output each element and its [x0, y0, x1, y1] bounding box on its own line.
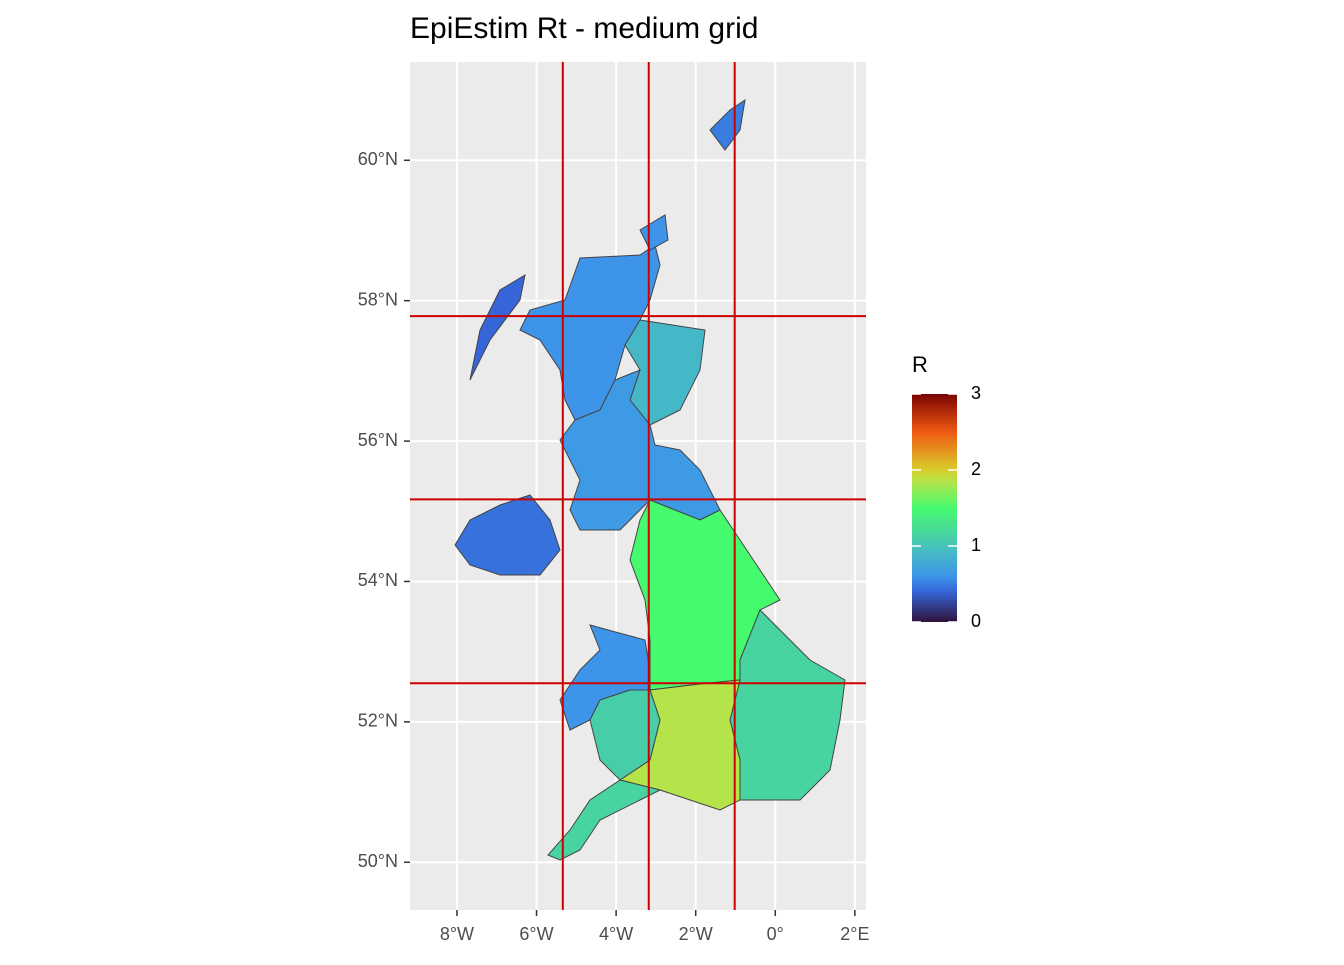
- y-tick-label: 58°N: [358, 289, 398, 309]
- chart-title: EpiEstim Rt - medium grid: [410, 12, 758, 45]
- region: [454, 494, 561, 576]
- x-tick-label: 2°E: [840, 924, 869, 944]
- region: [589, 689, 661, 781]
- legend-tick-label: 3: [971, 383, 981, 403]
- region: [547, 779, 662, 861]
- region: [709, 98, 746, 151]
- map: [454, 98, 846, 861]
- x-tick-label: 2°W: [679, 924, 713, 944]
- legend-tick-label: 0: [971, 611, 981, 631]
- region: [469, 273, 526, 381]
- x-tick-label: 8°W: [440, 924, 474, 944]
- x-tick-label: 4°W: [599, 924, 633, 944]
- region: [559, 369, 721, 531]
- legend: R 0 1 2 3: [912, 352, 981, 631]
- y-tick-label: 52°N: [358, 711, 398, 731]
- legend-tick-label: 2: [971, 459, 981, 479]
- x-tick-label: 6°W: [519, 924, 553, 944]
- y-tick-label: 50°N: [358, 851, 398, 871]
- overlay-grid: [410, 62, 866, 910]
- x-tick-label: 0°: [767, 924, 784, 944]
- region: [639, 214, 669, 251]
- axes: 8°W 6°W 4°W 2°W 0° 2°E 50°N 52°N 54°N 56°N 58°N 60°…: [358, 149, 870, 944]
- y-tick-label: 60°N: [358, 149, 398, 169]
- y-tick-label: 54°N: [358, 570, 398, 590]
- legend-title: R: [912, 352, 928, 377]
- colorbar: [912, 394, 957, 622]
- legend-tick-label: 1: [971, 535, 981, 555]
- y-tick-label: 56°N: [358, 430, 398, 450]
